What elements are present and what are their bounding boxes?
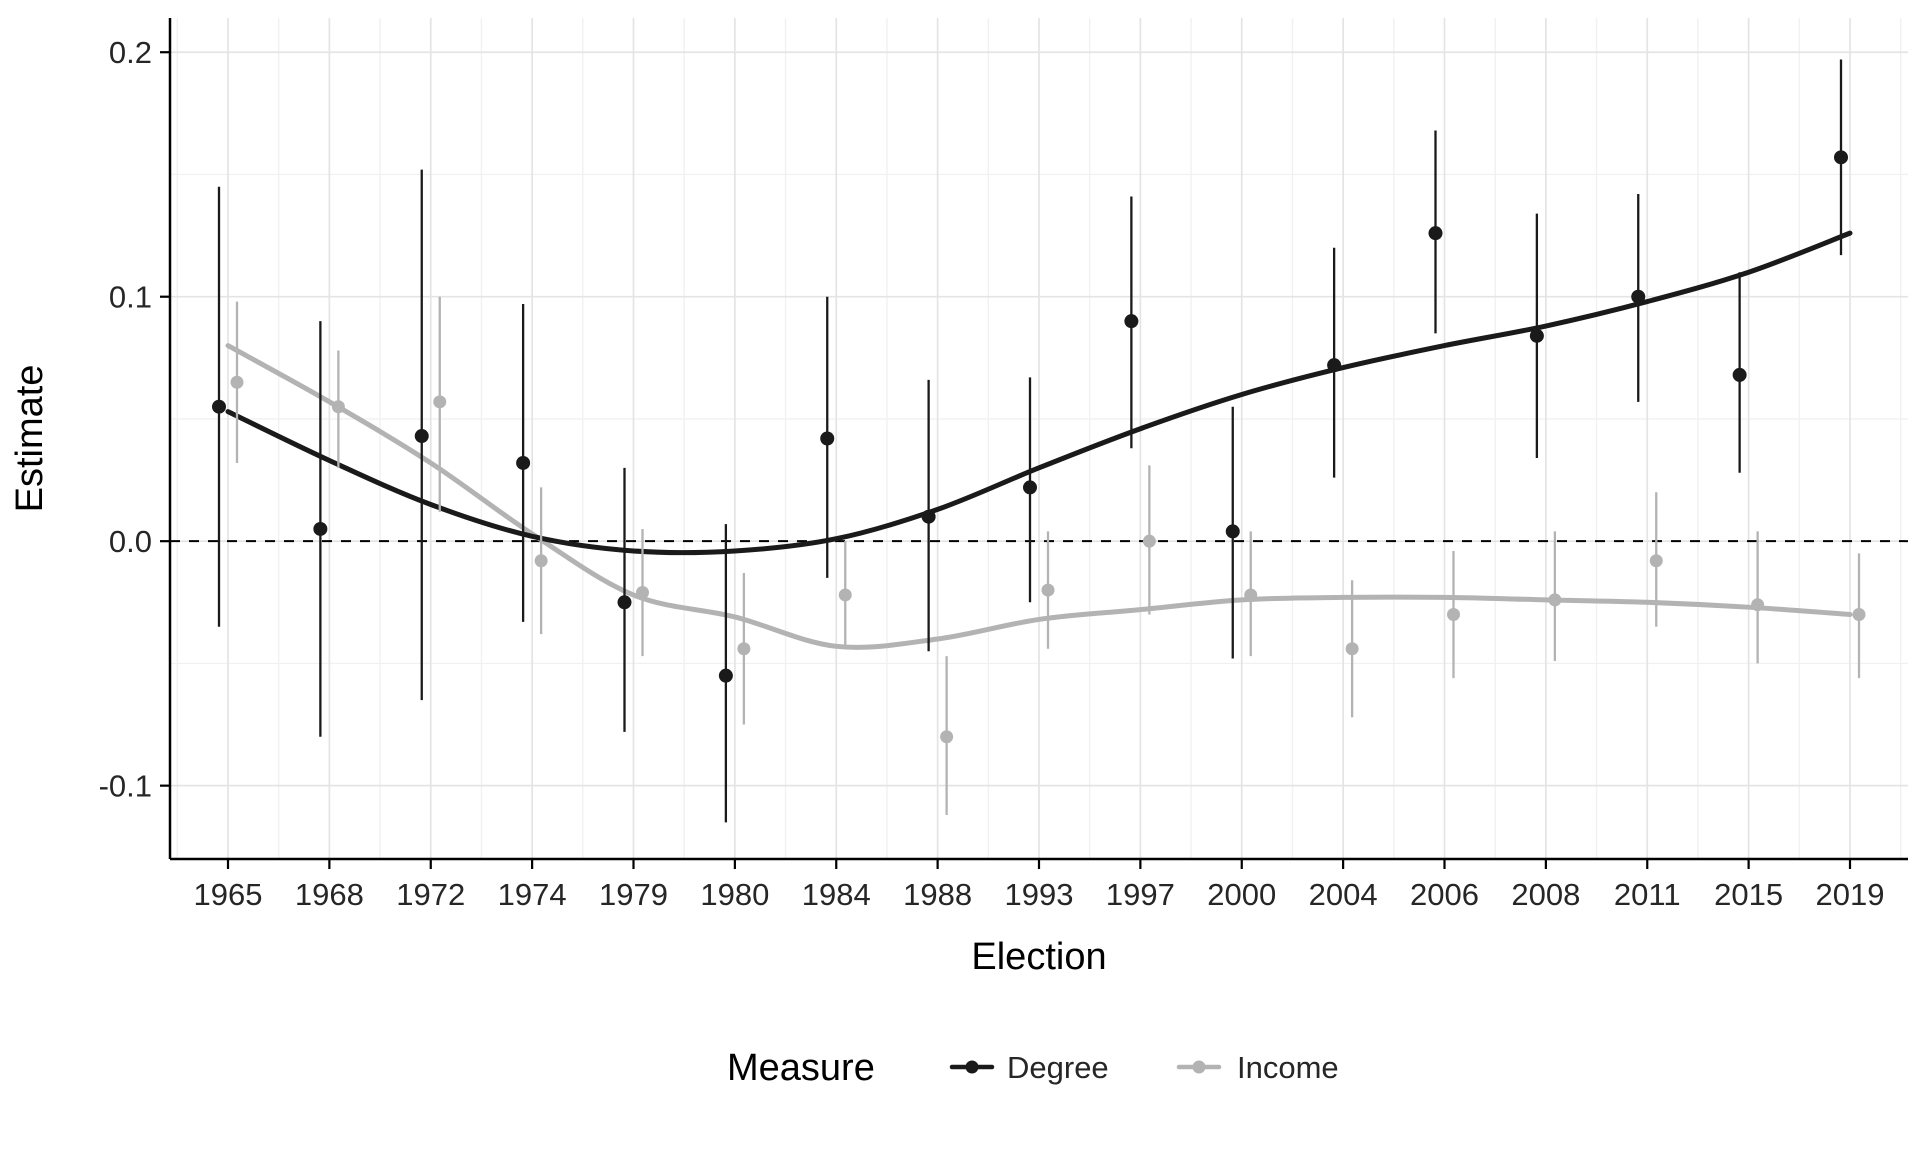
x-tick-label: 1997 [1106, 877, 1175, 912]
income-point-2004 [1345, 642, 1359, 656]
y-tick-label: 0.1 [109, 280, 152, 315]
income-point-2000 [1244, 588, 1258, 602]
income-legend-label: Income [1237, 1050, 1339, 1085]
x-tick-label: 1965 [194, 877, 263, 912]
income-point-1980 [737, 642, 751, 656]
x-tick-label: 1974 [498, 877, 567, 912]
x-tick-label: 2011 [1614, 877, 1681, 912]
degree-point-1979 [617, 595, 632, 610]
y-tick-label: 0.0 [109, 524, 152, 559]
income-point-1974 [534, 554, 548, 568]
y-axis-title: Estimate [9, 365, 51, 513]
degree-point-2019 [1834, 150, 1848, 165]
x-tick-label: 2019 [1816, 877, 1885, 912]
x-tick-label: 1980 [700, 877, 769, 912]
degree-point-1968 [313, 521, 328, 536]
income-point-1988 [940, 730, 954, 744]
income-point-1972 [433, 395, 447, 409]
degree-point-1984 [820, 431, 835, 446]
x-axis-title: Election [971, 936, 1106, 978]
x-tick-label: 2004 [1309, 877, 1378, 912]
income-point-1993 [1041, 583, 1055, 597]
x-tick-label: 1968 [295, 877, 364, 912]
income-legend-key-point [1192, 1060, 1206, 1074]
degree-point-2008 [1529, 328, 1544, 343]
grid-minor [170, 18, 1908, 859]
income-point-2019 [1852, 608, 1866, 622]
x-tick-label: 2006 [1410, 877, 1479, 912]
income-point-2015 [1751, 598, 1765, 612]
degree-point-2015 [1732, 367, 1747, 382]
x-tick-label: 2008 [1511, 877, 1580, 912]
degree-point-2011 [1631, 289, 1646, 304]
income-pointrange-group [230, 296, 1866, 815]
income-point-2011 [1649, 554, 1663, 568]
income-point-1997 [1142, 534, 1156, 548]
degree-legend-key-point [965, 1060, 979, 1074]
x-tick-label: 1984 [802, 877, 871, 912]
income-point-1968 [331, 400, 345, 414]
x-tick-label: 2000 [1207, 877, 1276, 912]
degree-point-1974 [516, 455, 531, 470]
income-point-1979 [636, 586, 649, 600]
x-tick-label: 1979 [599, 877, 668, 912]
income-point-1965 [230, 375, 244, 389]
income-point-2006 [1447, 608, 1460, 622]
degree-smooth-line [225, 230, 1853, 556]
degree-point-1988 [921, 509, 936, 524]
income-smooth-line [225, 343, 1853, 650]
degree-point-1980 [718, 668, 733, 683]
x-tick-label: 1993 [1005, 877, 1074, 912]
income-point-1984 [838, 588, 852, 602]
degree-point-2004 [1327, 358, 1342, 373]
degree-point-2000 [1225, 524, 1240, 539]
degree-point-1997 [1124, 314, 1139, 329]
legend-entry-degree: Degree [949, 1050, 1109, 1085]
x-tick-label: 1988 [903, 877, 972, 912]
degree-legend-label: Degree [1007, 1050, 1109, 1085]
degree-point-2006 [1428, 226, 1443, 241]
grid-major [170, 18, 1908, 859]
degree-point-1972 [414, 429, 429, 444]
degree-point-1965 [212, 399, 226, 414]
x-tick-label: 2015 [1714, 877, 1783, 912]
legend-entry-income: Income [1176, 1050, 1339, 1085]
degree-point-1993 [1023, 480, 1037, 495]
y-tick-label: -0.1 [99, 769, 152, 804]
x-tick-label: 1972 [396, 877, 465, 912]
legend-title: Measure [727, 1047, 875, 1089]
degree-pointrange-group [212, 59, 1848, 823]
y-tick-label: 0.2 [109, 35, 152, 70]
income-point-2008 [1548, 593, 1562, 607]
